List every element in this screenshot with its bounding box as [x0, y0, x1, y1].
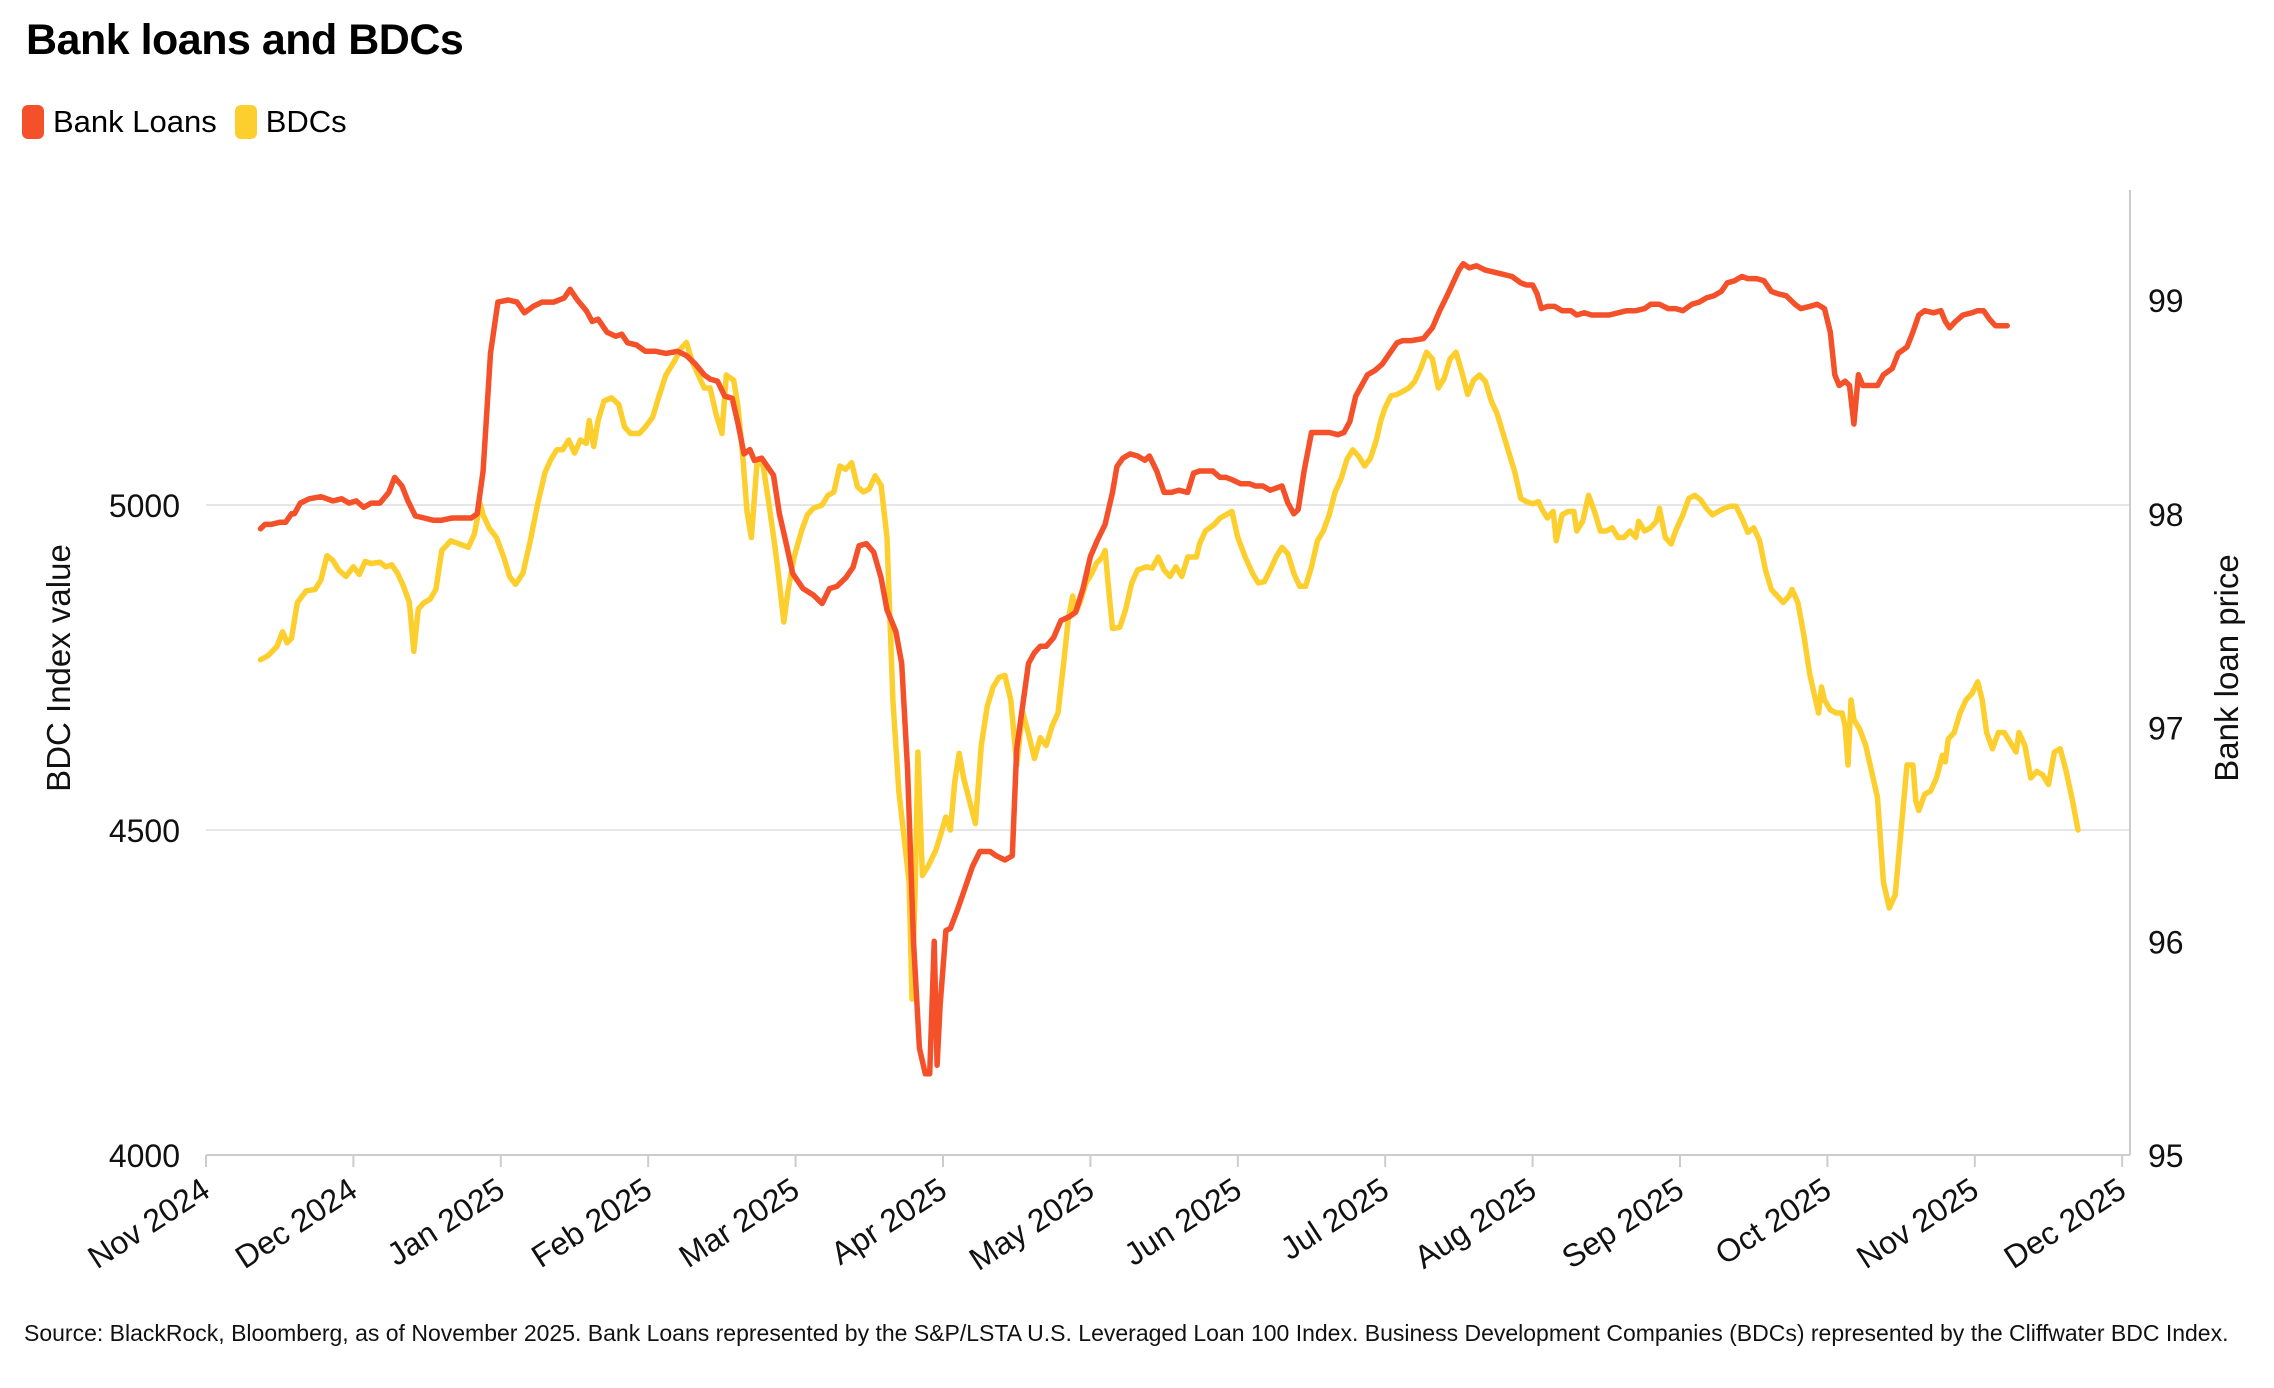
y-right-tick-label: 99 — [2148, 283, 2184, 319]
y-left-axis-title: BDC Index value — [40, 544, 77, 792]
x-tick-label: Jun 2025 — [1118, 1171, 1248, 1273]
x-tick-label: Jan 2025 — [381, 1171, 511, 1273]
x-tick-label: Mar 2025 — [672, 1171, 805, 1275]
legend-swatch-bdcs — [234, 105, 257, 139]
y-right-tick-label: 98 — [2148, 497, 2184, 533]
chart-title: Bank loans and BDCs — [26, 16, 464, 64]
legend-swatch-bank-loans — [22, 105, 44, 139]
y-right-tick-label: 97 — [2148, 711, 2184, 747]
legend-item-bank-loans: Bank Loans — [22, 104, 217, 140]
series-line-bank-loans — [257, 260, 2010, 1077]
x-tick-label: Nov 2024 — [81, 1171, 215, 1276]
x-tick-label: Feb 2025 — [525, 1171, 658, 1275]
x-tick-label: Aug 2025 — [1408, 1171, 1543, 1276]
y-left-tick-label: 5000 — [109, 488, 180, 524]
x-tick-label: Sep 2025 — [1555, 1171, 1690, 1276]
x-tick-label: Nov 2025 — [1850, 1171, 1984, 1276]
x-tick-label: Dec 2024 — [229, 1171, 363, 1276]
y-left-tick-label: 4000 — [109, 1138, 180, 1174]
x-tick-label: Apr 2025 — [824, 1171, 953, 1272]
y-right-tick-label: 96 — [2148, 924, 2184, 960]
legend-label-bdcs: BDCs — [265, 104, 347, 139]
x-tick-label: Oct 2025 — [1709, 1171, 1838, 1272]
legend-label-bank-loans: Bank Loans — [53, 104, 217, 139]
legend-item-bdcs: BDCs — [234, 104, 347, 140]
x-tick-label: Jul 2025 — [1274, 1171, 1395, 1267]
series-line-bdcs — [257, 339, 2081, 1002]
x-tick-label: May 2025 — [963, 1171, 1100, 1278]
x-tick-label: Dec 2025 — [1998, 1171, 2132, 1276]
y-right-tick-label: 95 — [2148, 1138, 2184, 1174]
y-left-tick-label: 4500 — [109, 813, 180, 849]
legend: Bank Loans BDCs — [22, 104, 365, 140]
y-right-axis-title: Bank loan price — [2208, 554, 2245, 781]
source-note: Source: BlackRock, Bloomberg, as of Nove… — [24, 1320, 2229, 1346]
